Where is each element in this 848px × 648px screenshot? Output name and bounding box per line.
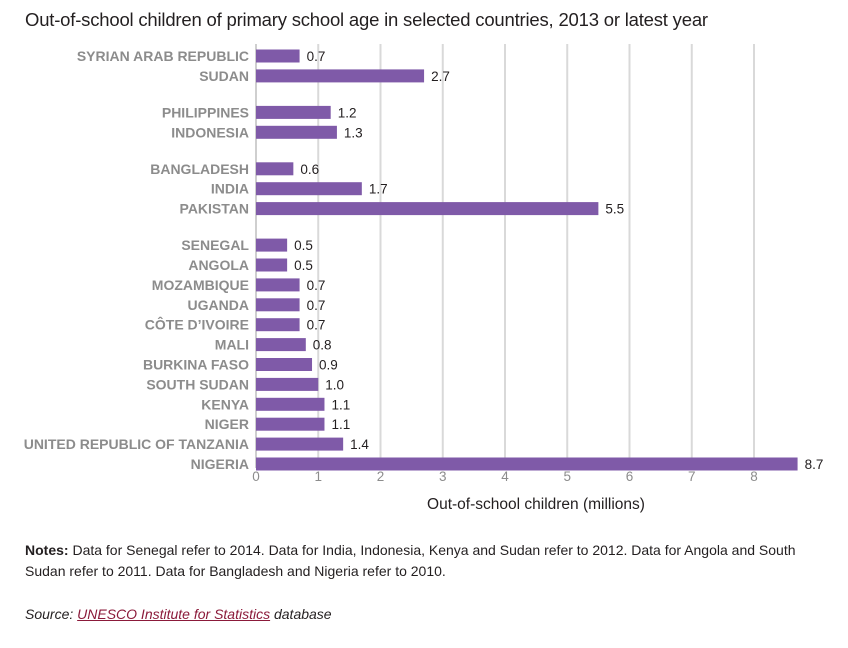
bar bbox=[256, 338, 306, 352]
category-label: INDONESIA bbox=[171, 124, 249, 140]
data-label: 0.6 bbox=[300, 162, 319, 177]
bar bbox=[256, 377, 319, 391]
category-label: SUDAN bbox=[199, 68, 249, 84]
bar bbox=[256, 105, 331, 119]
chart-title: Out-of-school children of primary school… bbox=[25, 9, 708, 30]
data-label: 1.3 bbox=[344, 125, 363, 140]
data-label: 1.1 bbox=[331, 417, 350, 432]
data-label: 0.9 bbox=[319, 358, 338, 373]
notes-text: Data for Senegal refer to 2014. Data for… bbox=[25, 542, 796, 579]
bar bbox=[256, 397, 325, 411]
bar bbox=[256, 457, 798, 471]
category-label: MOZAMBIQUE bbox=[152, 277, 249, 293]
category-label: CÔTE D’IVOIRE bbox=[145, 316, 249, 333]
category-label: ANGOLA bbox=[188, 257, 249, 273]
category-label: MALI bbox=[215, 337, 249, 353]
value-labels: 0.7 2.7 1.2 1.3 0.6 1.7 5.5 0.5 0.5 0.7 0.7 0.7 0.8 0… bbox=[294, 49, 823, 472]
data-label: 0.7 bbox=[307, 49, 326, 64]
category-labels: SYRIAN ARAB REPUBLIC SUDAN PHILIPPINES INDO… bbox=[24, 48, 250, 472]
bars bbox=[256, 49, 798, 471]
data-label: 8.7 bbox=[805, 457, 824, 472]
x-tick-label: 7 bbox=[688, 469, 696, 484]
bar bbox=[256, 258, 288, 272]
category-label: PAKISTAN bbox=[180, 201, 249, 217]
x-tick-label: 6 bbox=[626, 469, 634, 484]
bar bbox=[256, 69, 425, 83]
bar bbox=[256, 417, 325, 431]
data-label: 0.5 bbox=[294, 238, 313, 253]
data-label: 1.0 bbox=[325, 377, 344, 392]
category-label: NIGERIA bbox=[191, 456, 249, 472]
data-label: 0.7 bbox=[307, 298, 326, 313]
bar bbox=[256, 278, 300, 292]
bar bbox=[256, 202, 599, 216]
x-tick-label: 2 bbox=[377, 469, 385, 484]
data-label: 0.7 bbox=[307, 318, 326, 333]
category-label: UGANDA bbox=[188, 297, 249, 313]
bar bbox=[256, 49, 300, 63]
data-label: 0.5 bbox=[294, 258, 313, 273]
bar bbox=[256, 358, 313, 371]
category-label: NIGER bbox=[205, 416, 249, 432]
bar bbox=[256, 437, 344, 451]
data-label: 1.7 bbox=[369, 182, 388, 197]
bar bbox=[256, 298, 300, 312]
x-tick-label: 5 bbox=[563, 469, 571, 484]
category-label: SYRIAN ARAB REPUBLIC bbox=[77, 48, 249, 64]
notes: Notes: Data for Senegal refer to 2014. D… bbox=[25, 540, 825, 582]
category-label: SOUTH SUDAN bbox=[146, 376, 249, 392]
bar bbox=[256, 162, 294, 176]
x-tick-label: 0 bbox=[252, 469, 260, 484]
source-label: Source: bbox=[25, 606, 78, 622]
category-label: SENEGAL bbox=[181, 237, 249, 253]
category-label: INDIA bbox=[211, 181, 249, 197]
x-axis-ticks: 0 1 2 3 4 5 6 7 8 bbox=[252, 469, 758, 484]
bar-chart: SYRIAN ARAB REPUBLIC SUDAN PHILIPPINES INDO… bbox=[24, 44, 823, 513]
bar bbox=[256, 182, 362, 196]
source-suffix: database bbox=[270, 606, 332, 622]
category-label: PHILIPPINES bbox=[162, 104, 249, 120]
x-tick-label: 1 bbox=[314, 469, 322, 484]
data-label: 0.8 bbox=[313, 338, 332, 353]
x-tick-label: 3 bbox=[439, 469, 447, 484]
x-tick-label: 8 bbox=[750, 469, 758, 484]
data-label: 0.7 bbox=[307, 278, 326, 293]
bar bbox=[256, 318, 300, 332]
x-tick-label: 4 bbox=[501, 469, 509, 484]
data-label: 1.2 bbox=[338, 105, 357, 120]
bar bbox=[256, 238, 288, 252]
category-label: KENYA bbox=[201, 396, 249, 412]
data-label: 1.4 bbox=[350, 437, 369, 452]
category-label: BURKINA FASO bbox=[143, 357, 249, 373]
category-label: UNITED REPUBLIC OF TANZANIA bbox=[24, 436, 249, 452]
category-label: BANGLADESH bbox=[150, 161, 249, 177]
notes-label: Notes: bbox=[25, 542, 69, 558]
data-label: 2.7 bbox=[431, 69, 450, 84]
source-link[interactable]: UNESCO Institute for Statistics bbox=[77, 606, 271, 622]
data-label: 1.1 bbox=[331, 397, 350, 412]
source-line: Source: UNESCO Institute for Statistics … bbox=[25, 606, 332, 622]
bar bbox=[256, 125, 337, 139]
x-axis-title: Out-of-school children (millions) bbox=[427, 496, 645, 513]
data-label: 5.5 bbox=[605, 202, 624, 217]
